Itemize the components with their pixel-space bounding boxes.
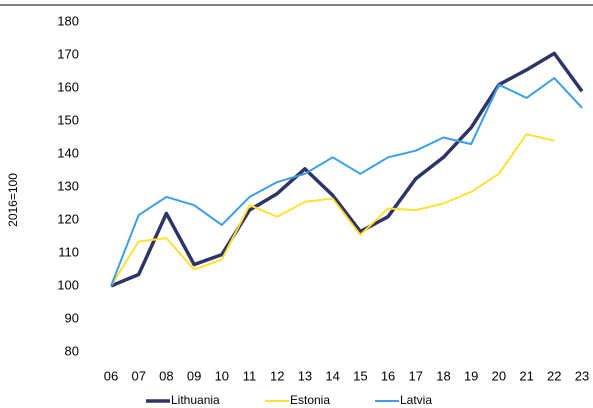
x-tick-label: 10: [215, 368, 229, 383]
legend-label: Lithuania: [171, 393, 220, 407]
y-tick-label: 140: [57, 145, 79, 160]
y-tick-label: 80: [65, 343, 79, 358]
x-tick-label: 23: [575, 368, 589, 383]
y-tick-label: 100: [57, 277, 79, 292]
y-tick-label: 160: [57, 79, 79, 94]
legend-label: Latvia: [400, 393, 432, 407]
x-tick-label: 14: [325, 368, 339, 383]
y-tick-label: 120: [57, 211, 79, 226]
line-series: [110, 77, 583, 287]
x-tick-label: 16: [381, 368, 395, 383]
x-tick-label: 15: [353, 368, 367, 383]
legend-label: Estonia: [290, 393, 330, 407]
x-tick-label: 09: [187, 368, 201, 383]
y-tick-label: 180: [57, 13, 79, 28]
x-tick-label: 20: [492, 368, 506, 383]
y-tick-label: 150: [57, 112, 79, 127]
x-tick-label: 17: [409, 368, 423, 383]
x-tick-label: 11: [243, 368, 257, 383]
x-tick-label: 21: [519, 368, 533, 383]
x-tick-label: 06: [104, 368, 118, 383]
x-tick-label: 13: [298, 368, 312, 383]
line-series: [110, 133, 555, 287]
x-tick-label: 22: [547, 368, 561, 383]
y-tick-label: 130: [57, 178, 79, 193]
x-tick-label: 08: [159, 368, 173, 383]
x-tick-label: 07: [131, 368, 145, 383]
line-series: [110, 51, 584, 288]
y-tick-label: 90: [65, 310, 79, 325]
y-tick-label: 110: [58, 244, 79, 259]
y-tick-label: 170: [57, 46, 79, 61]
x-tick-label: 18: [436, 368, 450, 383]
y-axis-label: 2016=100: [6, 173, 20, 227]
x-tick-label: 12: [270, 368, 284, 383]
x-tick-label: 19: [464, 368, 478, 383]
